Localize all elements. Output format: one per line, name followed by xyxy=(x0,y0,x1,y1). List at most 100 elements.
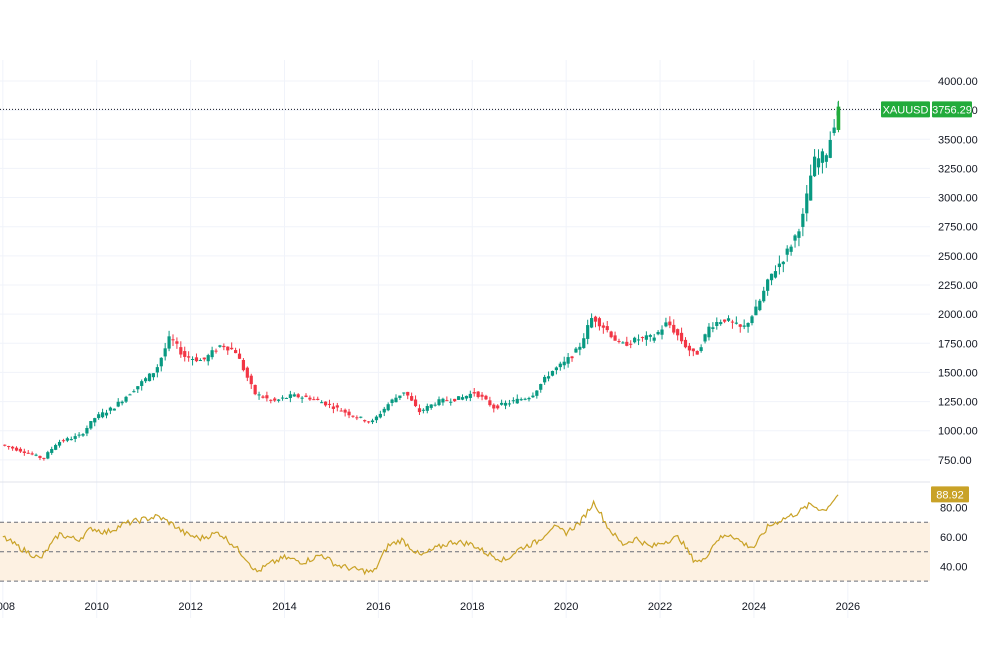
candle-body[interactable] xyxy=(46,452,50,459)
candle-body[interactable] xyxy=(257,394,261,396)
candle-body[interactable] xyxy=(613,335,617,341)
candle-body[interactable] xyxy=(699,347,703,351)
candle-body[interactable] xyxy=(18,448,23,452)
candle-body[interactable] xyxy=(570,356,574,359)
candle-body[interactable] xyxy=(296,394,300,398)
candle-body[interactable] xyxy=(679,332,684,342)
candle-body[interactable] xyxy=(781,261,785,265)
candle-body[interactable] xyxy=(746,323,750,327)
candle-body[interactable] xyxy=(773,271,778,278)
candle-body[interactable] xyxy=(429,404,433,408)
candle-body[interactable] xyxy=(554,367,558,371)
candle-body[interactable] xyxy=(359,416,363,418)
candle-body[interactable] xyxy=(273,398,277,401)
rsi-line[interactable] xyxy=(2,494,839,576)
candle-body[interactable] xyxy=(476,391,480,398)
candle-body[interactable] xyxy=(190,358,195,360)
candle-body[interactable] xyxy=(378,413,382,418)
candle-body[interactable] xyxy=(249,375,253,385)
candle-body[interactable] xyxy=(456,396,461,400)
candle-body[interactable] xyxy=(437,399,441,406)
candle-body[interactable] xyxy=(656,331,660,335)
candle-body[interactable] xyxy=(367,421,371,423)
candle-body[interactable] xyxy=(711,327,715,329)
candle-body[interactable] xyxy=(22,451,26,453)
candle-body[interactable] xyxy=(500,402,504,405)
candle-body[interactable] xyxy=(820,151,825,163)
candle-body[interactable] xyxy=(245,367,249,378)
candle-body[interactable] xyxy=(112,408,116,411)
candle-body[interactable] xyxy=(89,421,93,429)
candle-body[interactable] xyxy=(734,322,738,324)
candle-body[interactable] xyxy=(609,331,613,338)
candle-body[interactable] xyxy=(546,376,551,379)
candle-body[interactable] xyxy=(355,417,359,419)
candle-body[interactable] xyxy=(104,412,109,416)
candle-body[interactable] xyxy=(155,367,159,373)
candle-body[interactable] xyxy=(77,434,81,436)
candle-body[interactable] xyxy=(331,406,335,409)
candle-body[interactable] xyxy=(543,376,547,383)
candle-body[interactable] xyxy=(769,273,774,281)
candle-body[interactable] xyxy=(304,395,308,397)
candle-body[interactable] xyxy=(832,127,836,134)
candle-body[interactable] xyxy=(715,321,719,326)
candle-body[interactable] xyxy=(597,318,602,327)
candle-body[interactable] xyxy=(676,329,680,336)
candle-body[interactable] xyxy=(453,398,457,402)
candle-body[interactable] xyxy=(382,408,386,413)
candle-body[interactable] xyxy=(230,347,234,350)
candle-body[interactable] xyxy=(515,398,519,404)
candle-body[interactable] xyxy=(668,321,672,326)
candle-body[interactable] xyxy=(151,373,156,378)
candle-body[interactable] xyxy=(535,390,539,396)
candle-body[interactable] xyxy=(194,357,199,362)
candle-body[interactable] xyxy=(61,440,66,442)
candle-body[interactable] xyxy=(280,397,285,399)
candle-body[interactable] xyxy=(347,411,351,416)
candle-body[interactable] xyxy=(523,398,527,400)
candle-body[interactable] xyxy=(241,359,246,371)
candle-body[interactable] xyxy=(406,391,410,396)
candle-body[interactable] xyxy=(323,401,328,406)
candle-body[interactable] xyxy=(237,353,242,359)
candle-body[interactable] xyxy=(100,412,105,418)
candle-body[interactable] xyxy=(468,393,472,398)
candle-body[interactable] xyxy=(578,346,582,350)
candle-body[interactable] xyxy=(206,355,210,362)
candle-body[interactable] xyxy=(433,404,437,406)
candle-body[interactable] xyxy=(163,348,167,357)
candle-body[interactable] xyxy=(7,446,11,448)
candle-body[interactable] xyxy=(284,397,289,399)
candle-body[interactable] xyxy=(167,336,171,349)
candle-body[interactable] xyxy=(277,399,281,401)
candle-body[interactable] xyxy=(785,248,789,255)
candle-body[interactable] xyxy=(147,373,152,382)
candle-body[interactable] xyxy=(120,401,124,404)
candle-body[interactable] xyxy=(636,339,641,341)
candle-body[interactable] xyxy=(562,361,566,366)
candle-body[interactable] xyxy=(402,392,406,394)
candle-body[interactable] xyxy=(108,407,113,411)
candle-body[interactable] xyxy=(691,348,695,352)
candle-body[interactable] xyxy=(132,391,136,393)
candle-body[interactable] xyxy=(449,401,453,403)
candle-body[interactable] xyxy=(140,381,144,386)
candle-body[interactable] xyxy=(81,434,85,436)
candle-body[interactable] xyxy=(824,155,828,162)
candle-body[interactable] xyxy=(394,397,398,403)
candle-body[interactable] xyxy=(308,397,312,400)
candle-body[interactable] xyxy=(374,416,379,421)
candle-body[interactable] xyxy=(625,341,629,346)
candle-body[interactable] xyxy=(253,384,257,395)
candle-body[interactable] xyxy=(703,334,707,342)
candle-body[interactable] xyxy=(226,346,230,351)
candle-body[interactable] xyxy=(726,318,731,321)
candle-body[interactable] xyxy=(738,324,742,327)
candle-body[interactable] xyxy=(445,400,449,402)
candle-body[interactable] xyxy=(363,420,367,422)
candle-body[interactable] xyxy=(742,325,746,327)
candle-body[interactable] xyxy=(730,321,735,323)
candle-body[interactable] xyxy=(222,345,226,348)
candle-body[interactable] xyxy=(664,322,668,327)
